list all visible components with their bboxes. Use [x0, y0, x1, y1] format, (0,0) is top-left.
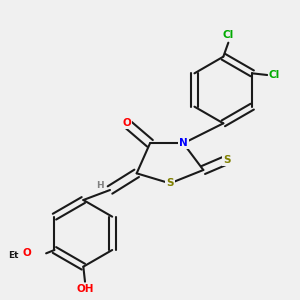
- Text: S: S: [223, 155, 230, 165]
- Text: S: S: [166, 178, 174, 188]
- Text: N: N: [179, 138, 188, 148]
- Text: H: H: [96, 181, 104, 190]
- Text: Cl: Cl: [269, 70, 280, 80]
- Text: Et: Et: [8, 250, 19, 260]
- Text: O: O: [122, 118, 131, 128]
- Text: OH: OH: [76, 284, 94, 294]
- Text: Cl: Cl: [223, 30, 234, 40]
- Text: O: O: [22, 248, 31, 258]
